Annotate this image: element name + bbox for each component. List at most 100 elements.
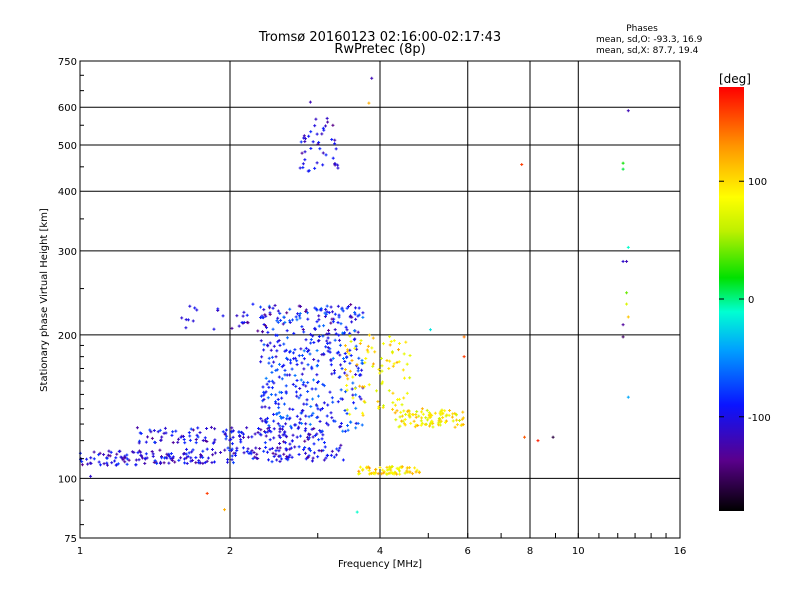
- data-point: [403, 418, 407, 422]
- data-point: [265, 450, 269, 454]
- data-point: [97, 460, 101, 464]
- data-point: [309, 405, 313, 409]
- data-point: [241, 435, 245, 439]
- data-point: [159, 438, 163, 442]
- data-point: [304, 338, 308, 342]
- data-point: [274, 333, 278, 337]
- data-point: [304, 414, 308, 418]
- data-point: [285, 329, 289, 333]
- data-point: [288, 320, 292, 324]
- data-point: [259, 394, 263, 398]
- data-point: [360, 368, 364, 372]
- data-point: [345, 383, 349, 387]
- data-point: [360, 423, 364, 427]
- data-point: [170, 433, 174, 437]
- data-point: [346, 428, 350, 432]
- data-point: [274, 368, 278, 372]
- data-point: [338, 375, 342, 379]
- data-point: [377, 367, 381, 371]
- data-point: [302, 402, 306, 406]
- data-point: [448, 408, 452, 412]
- data-point: [387, 367, 391, 371]
- data-point: [352, 329, 356, 333]
- data-point: [239, 440, 243, 444]
- data-point: [259, 305, 263, 309]
- data-point: [398, 469, 402, 473]
- data-point: [304, 346, 308, 350]
- data-point: [306, 390, 310, 394]
- data-point: [298, 387, 302, 391]
- chart-title: Tromsø 20160123 02:16:00-02:17:43: [258, 30, 501, 45]
- data-point: [306, 363, 310, 367]
- data-point: [300, 325, 304, 329]
- data-point: [307, 134, 311, 138]
- data-point: [105, 461, 109, 465]
- data-point: [349, 303, 353, 307]
- data-point: [317, 314, 321, 318]
- data-point: [102, 453, 106, 457]
- data-point: [313, 327, 317, 331]
- data-point: [354, 317, 358, 321]
- data-point: [322, 324, 326, 328]
- data-point: [294, 384, 298, 388]
- data-point: [272, 427, 276, 431]
- data-point: [291, 433, 295, 437]
- data-point: [338, 446, 342, 450]
- data-point: [180, 316, 184, 320]
- data-point: [391, 401, 395, 405]
- data-point: [164, 431, 168, 435]
- data-point: [268, 306, 272, 310]
- data-point: [160, 435, 164, 439]
- data-point: [458, 419, 462, 423]
- data-point: [274, 401, 278, 405]
- data-point: [324, 124, 328, 128]
- data-point: [251, 457, 255, 461]
- data-point: [626, 315, 630, 319]
- data-point: [282, 440, 286, 444]
- data-point: [311, 397, 315, 401]
- data-point: [414, 415, 418, 419]
- data-point: [339, 388, 343, 392]
- data-point: [310, 427, 314, 431]
- data-point: [153, 440, 157, 444]
- data-point: [354, 426, 358, 430]
- data-point: [254, 446, 258, 450]
- data-point: [299, 434, 303, 438]
- data-point: [353, 312, 357, 316]
- data-point: [289, 426, 293, 430]
- data-point: [332, 455, 336, 459]
- data-point: [326, 342, 330, 346]
- data-point: [625, 302, 629, 306]
- data-point: [391, 364, 395, 368]
- data-point: [262, 348, 266, 352]
- colorbar-ticks: 100 0 -100: [719, 177, 771, 424]
- data-point: [288, 307, 292, 311]
- data-point: [186, 318, 190, 322]
- data-point: [312, 451, 316, 455]
- data-point: [621, 167, 625, 171]
- data-point: [97, 453, 101, 457]
- data-point: [307, 415, 311, 419]
- data-point: [205, 459, 209, 463]
- data-point: [315, 404, 319, 408]
- data-point: [125, 453, 129, 457]
- data-point: [419, 423, 423, 427]
- data-point: [320, 353, 324, 357]
- data-point: [193, 306, 197, 310]
- data-point: [270, 355, 274, 359]
- data-point: [221, 430, 225, 434]
- data-point: [299, 411, 303, 415]
- data-point: [250, 435, 254, 439]
- data-point: [223, 448, 227, 452]
- data-point: [340, 367, 344, 371]
- data-point: [396, 467, 400, 471]
- data-point: [353, 306, 357, 310]
- data-point: [150, 436, 154, 440]
- data-point: [322, 441, 326, 445]
- data-point: [371, 336, 375, 340]
- data-point: [353, 310, 357, 314]
- data-point: [280, 396, 284, 400]
- data-point: [437, 416, 441, 420]
- data-point: [444, 414, 448, 418]
- data-point: [260, 355, 264, 359]
